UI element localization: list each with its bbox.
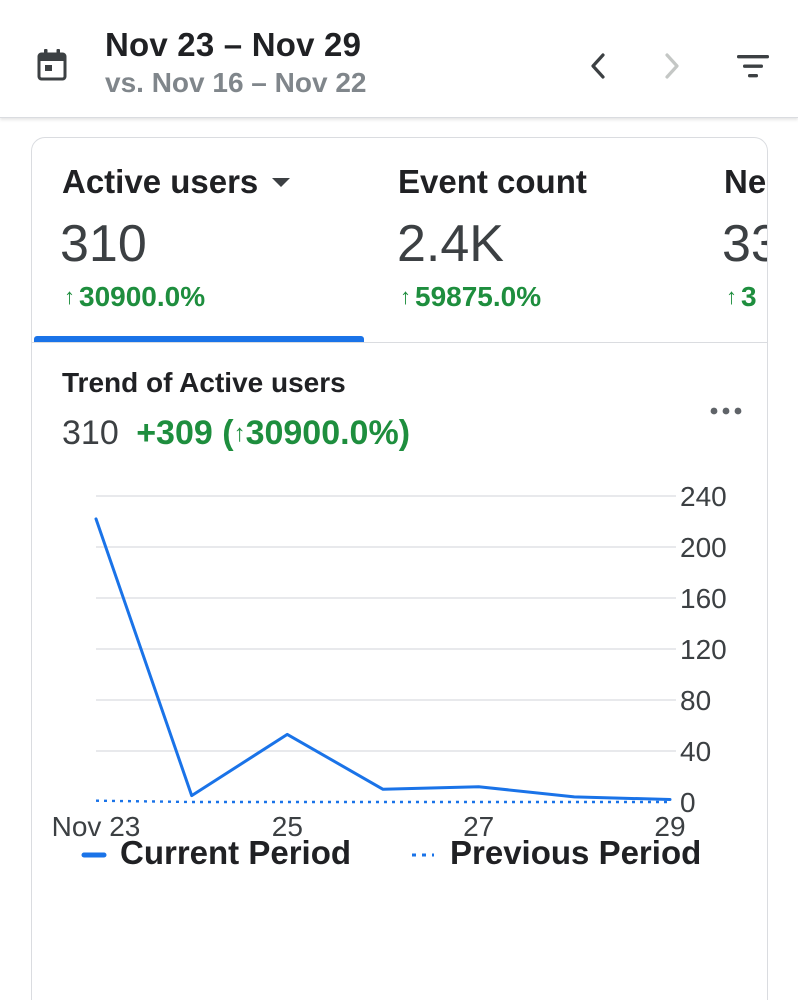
- legend-label-current-period: Current Period: [120, 834, 351, 871]
- trend-chart: 0 40 80 120 160 200 240 Nov 23 25 27 29 Current Per…: [52, 481, 727, 871]
- x-tick-label: 27: [463, 811, 494, 842]
- compare-range-label[interactable]: vs. Nov 16 – Nov 22: [105, 67, 367, 98]
- trend-delta-paren: (: [222, 414, 234, 452]
- calendar-icon[interactable]: [36, 48, 68, 82]
- more-horiz-icon: [710, 407, 742, 415]
- metric-tab-new-users[interactable]: Ne 33 ↑3: [694, 138, 767, 343]
- dropdown-arrow-icon[interactable]: [272, 178, 291, 187]
- x-tick-label: 29: [654, 811, 685, 842]
- trend-delta-value: +309: [136, 414, 213, 452]
- next-period-button[interactable]: [652, 44, 692, 88]
- legend-label-previous-period: Previous Period: [450, 834, 701, 871]
- metric-change: ↑ 30900.0%: [64, 281, 205, 313]
- metric-change: ↑ 3: [726, 281, 757, 313]
- x-tick-label: Nov 23: [52, 811, 141, 842]
- metric-label: Ne: [724, 163, 767, 200]
- metric-tab-active-users[interactable]: Active users 310 ↑ 30900.0%: [32, 138, 364, 343]
- metric-change-text: 3: [741, 281, 757, 312]
- trend-title: Trend of Active users: [62, 367, 346, 398]
- metric-change-text: 30900.0%: [79, 281, 206, 312]
- filter-icon: [737, 55, 769, 78]
- y-tick-label: 160: [680, 583, 727, 614]
- previous-period-button[interactable]: [578, 44, 618, 88]
- metric-change-text: 59875.0%: [415, 281, 542, 312]
- y-tick-label: 40: [680, 736, 711, 767]
- metric-tab-event-count[interactable]: Event count 2.4K ↑ 59875.0%: [364, 138, 694, 343]
- metric-change: ↑ 59875.0%: [400, 281, 541, 313]
- y-tick-label: 200: [680, 532, 727, 563]
- metrics-card: Active users 310 ↑ 30900.0% Event count 2…: [31, 137, 768, 1000]
- arrow-up-icon: ↑: [400, 284, 411, 309]
- trend-total: 310: [62, 414, 119, 452]
- chevron-right-icon: [665, 53, 679, 79]
- metric-value: 310: [60, 215, 147, 273]
- metric-label: Active users: [62, 163, 291, 201]
- series-line-current-period: [94, 517, 672, 801]
- date-range-header: Nov 23 – Nov 29 vs. Nov 16 – Nov 22: [0, 0, 798, 118]
- arrow-up-icon: ↑: [64, 284, 75, 309]
- metric-value: 33: [722, 215, 767, 273]
- filter-button[interactable]: [730, 44, 776, 88]
- metric-value: 2.4K: [397, 215, 504, 273]
- chevron-left-icon: [591, 53, 605, 79]
- x-tick-label: 25: [272, 811, 303, 842]
- series-line-previous-period: [95, 799, 670, 804]
- arrow-up-icon: ↑: [233, 420, 246, 447]
- metric-label: Event count: [398, 163, 587, 200]
- date-range-label[interactable]: Nov 23 – Nov 29: [105, 26, 362, 63]
- active-tab-indicator: [34, 336, 364, 342]
- trend-delta-pct: 30900.0%): [245, 414, 411, 452]
- arrow-up-icon: ↑: [726, 284, 737, 309]
- y-tick-label: 0: [680, 787, 696, 818]
- metric-label-text: Active users: [62, 163, 259, 200]
- tabs-divider: [32, 342, 767, 343]
- y-tick-label: 80: [680, 685, 711, 716]
- y-tick-label: 240: [680, 481, 727, 512]
- trend-summary: 310 +309 (↑30900.0%): [62, 414, 410, 453]
- y-tick-label: 120: [680, 634, 727, 665]
- more-options-button[interactable]: [704, 396, 748, 426]
- trend-delta: +309 (↑30900.0%): [136, 414, 410, 452]
